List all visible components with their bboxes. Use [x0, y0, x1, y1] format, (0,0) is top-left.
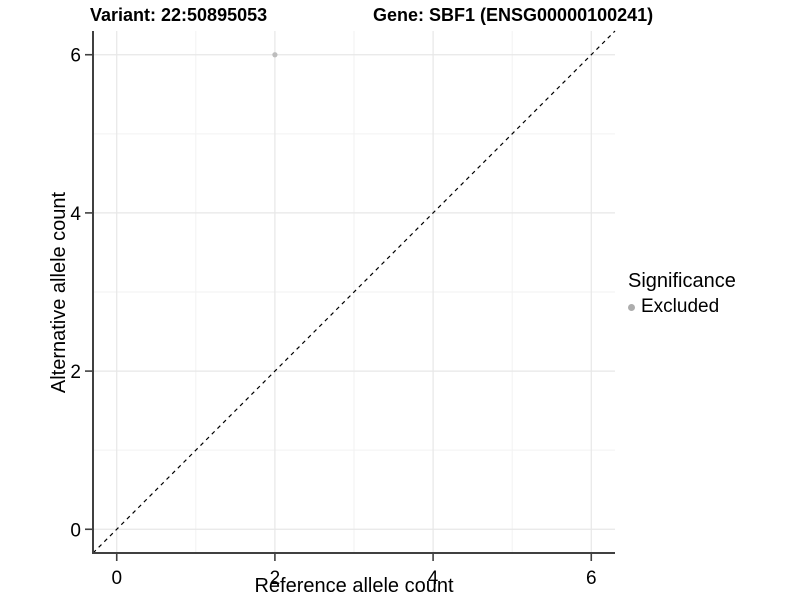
legend-item-excluded: Excluded — [628, 296, 736, 318]
y-axis-title: Alternative allele count — [49, 31, 71, 553]
legend: Significance Excluded — [628, 270, 736, 318]
legend-item-label: Excluded — [641, 296, 720, 317]
identity-line — [92, 30, 616, 554]
x-tick-label: 6 — [586, 568, 597, 589]
y-tick-label: 2 — [70, 362, 81, 383]
x-axis-title: Reference allele count — [254, 575, 454, 597]
y-tick-label: 0 — [70, 520, 81, 541]
data-point — [272, 52, 278, 58]
y-axis-title-text: Alternative allele count — [48, 191, 71, 393]
variant-title: Variant: 22:50895053 — [90, 5, 268, 25]
legend-point-icon — [628, 303, 635, 311]
gene-title: Gene: SBF1 (ENSG00000100241) — [373, 5, 654, 25]
x-tick-label: 4 — [428, 568, 439, 589]
legend-title: Significance — [628, 270, 736, 292]
x-tick-label: 2 — [270, 568, 281, 589]
x-tick-label: 0 — [111, 568, 122, 589]
y-tick-label: 6 — [70, 46, 81, 67]
y-tick-label: 4 — [70, 204, 81, 225]
